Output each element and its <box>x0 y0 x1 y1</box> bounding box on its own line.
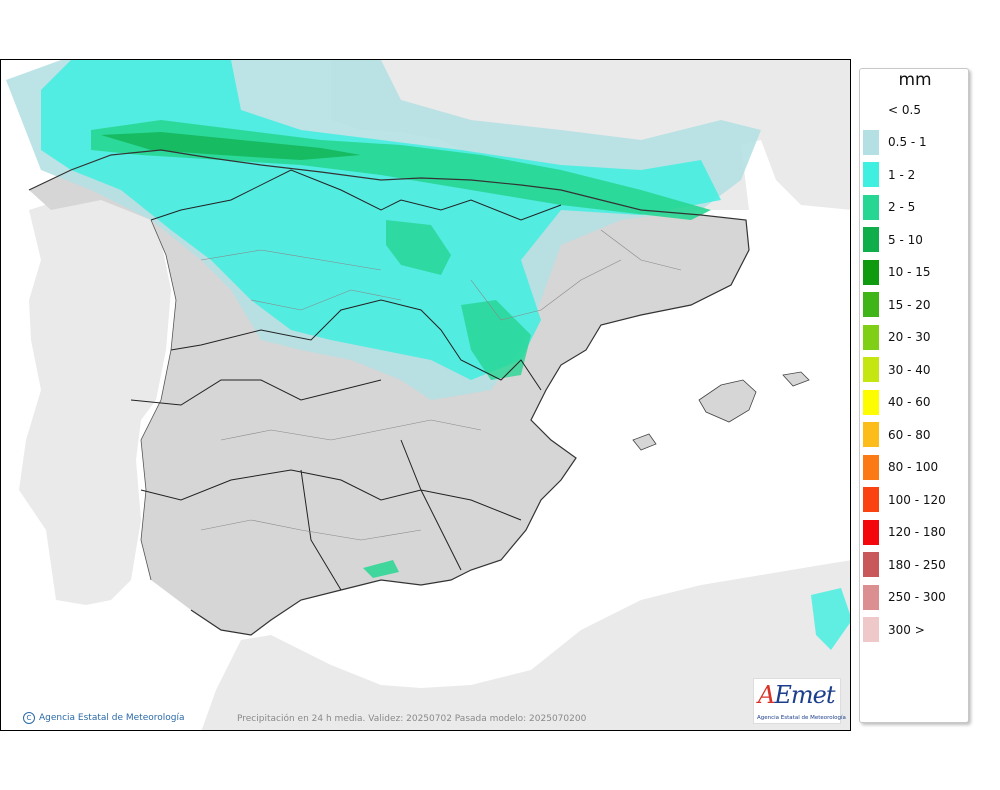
legend-item: < 0.5 <box>863 97 921 122</box>
legend-swatch <box>863 487 879 512</box>
province-borders <box>200 229 682 541</box>
portugal-land <box>19 190 171 605</box>
precip-cell-east <box>461 300 531 380</box>
legend-label: 120 - 180 <box>888 525 946 539</box>
legend-unit: mm <box>898 70 932 90</box>
legend-item: 40 - 60 <box>863 389 931 415</box>
mallorca-island <box>698 379 757 423</box>
legend-swatch <box>863 617 879 642</box>
legend-swatch <box>863 519 879 545</box>
legend-item: 30 - 40 <box>863 357 931 382</box>
spain-land <box>29 150 749 635</box>
legend-swatch <box>863 194 879 220</box>
legend-item: 180 - 250 <box>863 552 946 577</box>
legend-label: 180 - 250 <box>888 557 946 572</box>
copyright-icon: C <box>23 712 35 724</box>
ibiza-island <box>632 433 657 451</box>
legend-swatch <box>863 584 879 610</box>
legend-label: 20 - 30 <box>888 330 931 344</box>
region-borders <box>130 169 562 591</box>
legend-item: 20 - 30 <box>863 324 931 350</box>
precip-cell-africa <box>811 588 850 650</box>
legend-label: 100 - 120 <box>888 492 946 507</box>
legend-swatch <box>863 162 879 187</box>
legend-swatch <box>863 292 879 317</box>
portugal-border <box>140 219 177 581</box>
legend-label: 5 - 10 <box>888 232 923 247</box>
menorca-island <box>782 371 810 387</box>
precip-cell-iberian <box>386 220 451 275</box>
legend-item: 100 - 120 <box>863 487 946 512</box>
legend-item: 1 - 2 <box>863 162 915 187</box>
legend-item: 120 - 180 <box>863 519 946 545</box>
legend-item: 10 - 15 <box>863 259 931 285</box>
legend-label: 2 - 5 <box>888 200 916 214</box>
legend-swatch <box>863 454 879 480</box>
legend-label: 1 - 2 <box>888 167 916 182</box>
legend-item: 300 > <box>863 617 925 642</box>
legend-swatch <box>863 324 879 350</box>
legend-label: 30 - 40 <box>888 362 931 377</box>
legend-item: 250 - 300 <box>863 584 946 610</box>
precip-cell-south <box>363 560 399 578</box>
legend-label: 300 > <box>888 622 925 637</box>
legend-item: 15 - 20 <box>863 292 931 317</box>
attribution: C Agencia Estatal de Meteorología <box>23 712 185 724</box>
legend-label: 250 - 300 <box>888 590 946 604</box>
precipitation-map: C Agencia Estatal de Meteorología Precip… <box>0 59 851 731</box>
map-canvas <box>6 60 850 730</box>
legend-item: 80 - 100 <box>863 454 939 480</box>
legend-label: 80 - 100 <box>888 460 939 474</box>
legend-swatch <box>863 422 879 447</box>
legend-swatch <box>863 129 879 155</box>
map-caption: Precipitación en 24 h media. Validez: 20… <box>237 714 587 724</box>
aemet-logo: AEmet Agencia Estatal de Meteorología <box>753 678 846 724</box>
aemet-logo-word: AEmet <box>758 681 835 709</box>
africa-land <box>201 560 850 730</box>
legend-label: 10 - 15 <box>888 265 931 279</box>
legend-swatch <box>863 97 879 122</box>
legend-label: < 0.5 <box>888 102 921 117</box>
legend-swatch <box>863 259 879 285</box>
legend-label: 60 - 80 <box>888 427 931 442</box>
legend-item: 0.5 - 1 <box>863 129 927 155</box>
legend: mm < 0.5 0.5 - 1 1 - 2 2 - 5 5 - 10 10 - 15 15… <box>859 68 969 723</box>
aemet-logo-subtitle: Agencia Estatal de Meteorología <box>757 715 846 721</box>
legend-swatch <box>863 357 879 382</box>
legend-swatch <box>863 552 879 577</box>
legend-swatch <box>863 389 879 415</box>
legend-label: 40 - 60 <box>888 395 931 409</box>
legend-item: 5 - 10 <box>863 227 923 252</box>
attribution-text: Agencia Estatal de Meteorología <box>39 713 185 723</box>
coastline <box>28 149 750 636</box>
legend-label: 15 - 20 <box>888 297 931 312</box>
precip-band-intense <box>101 132 361 160</box>
legend-swatch <box>863 227 879 252</box>
legend-item: 60 - 80 <box>863 422 931 447</box>
legend-label: 0.5 - 1 <box>888 135 927 149</box>
legend-item: 2 - 5 <box>863 194 916 220</box>
